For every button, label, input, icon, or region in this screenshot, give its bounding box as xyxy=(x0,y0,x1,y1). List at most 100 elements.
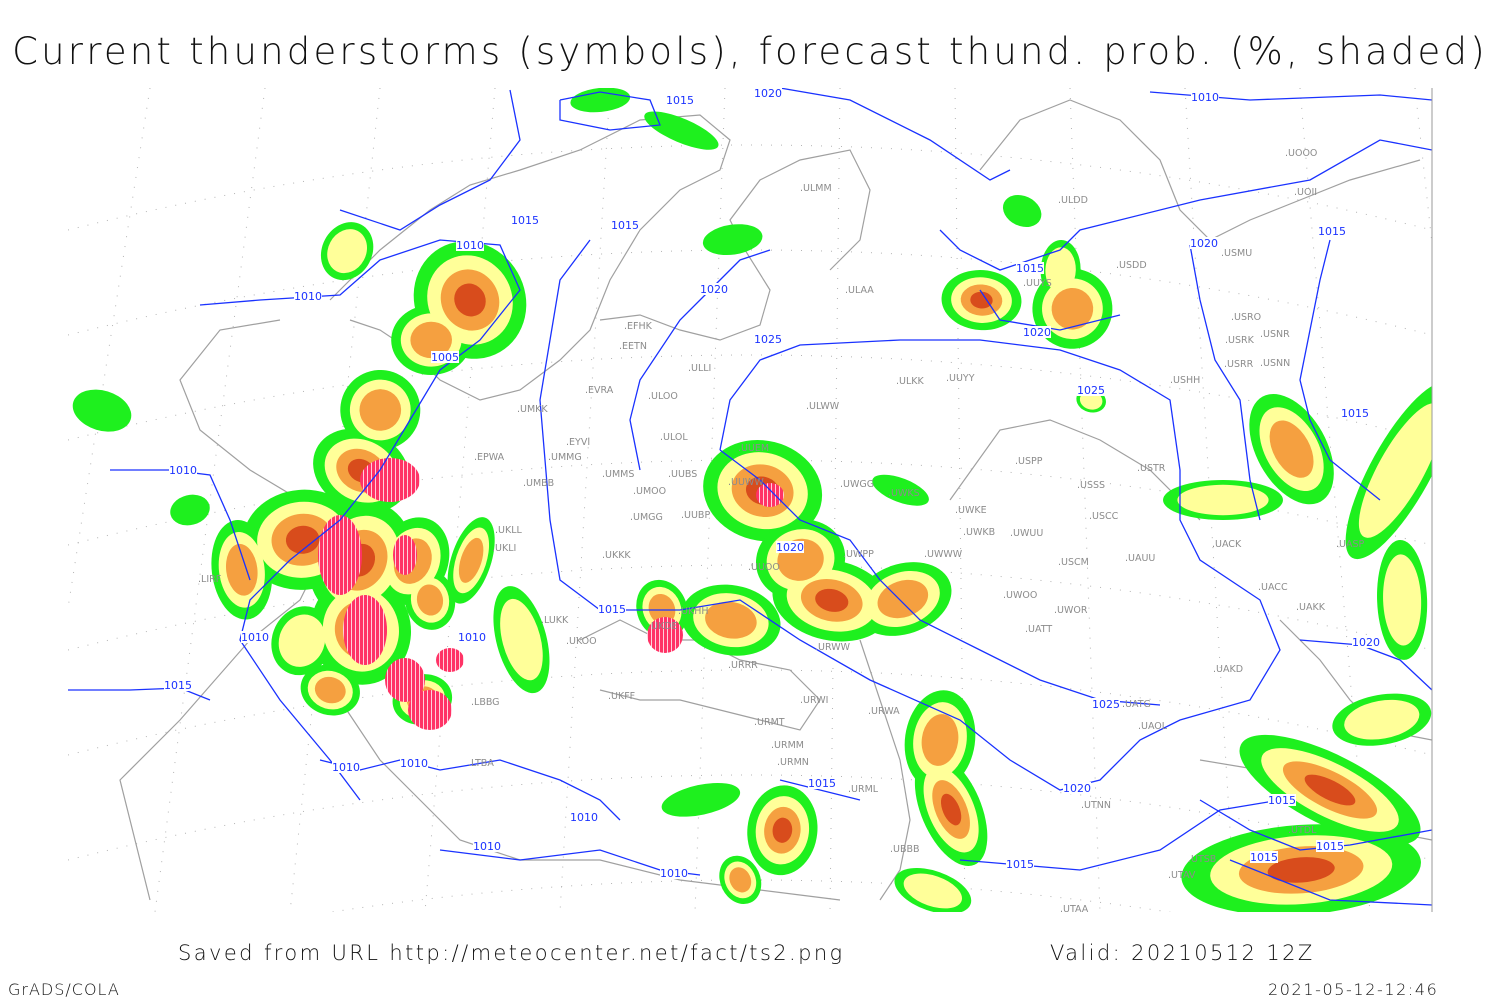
generated-timestamp: 2021-05-12-12:46 xyxy=(1268,980,1439,999)
station-label: .UMOO xyxy=(633,486,666,497)
isobar-label-bg xyxy=(1191,91,1219,103)
isobar-label: 1015 xyxy=(1268,794,1296,807)
isobar-label-bg xyxy=(1352,636,1380,648)
station-label: .UAKK xyxy=(1296,602,1326,613)
isobar-line xyxy=(629,249,771,471)
station-label: .LUKK xyxy=(541,615,569,626)
thunderstorm-symbol xyxy=(756,483,784,507)
thunderstorm-symbol xyxy=(385,658,425,702)
parallel-line xyxy=(68,354,1432,441)
station-label: .UKLL xyxy=(495,525,522,536)
prob-max-area xyxy=(285,525,320,554)
prob-low-area xyxy=(644,111,719,150)
isobar-label-bg xyxy=(666,94,694,106)
station-label: .UOII xyxy=(1294,187,1317,198)
isobar-label: 1010 xyxy=(473,840,501,853)
isobar-label-bg xyxy=(1077,384,1105,396)
station-label: .UWWW xyxy=(924,549,963,560)
prob-low-area xyxy=(1002,195,1042,228)
station-label: .UAKD xyxy=(1213,664,1243,675)
station-label: .USRO xyxy=(1231,312,1261,323)
prob-low-area xyxy=(661,782,741,817)
isobar-line xyxy=(1189,244,1261,521)
station-label: .UMGG xyxy=(630,512,663,523)
station-label: .URMT xyxy=(754,717,785,728)
isobar-label-bg xyxy=(456,239,484,251)
prob-high-area xyxy=(416,584,444,616)
station-label: .URWI xyxy=(800,695,828,706)
prob-low-area xyxy=(72,389,132,432)
isobar-label-bg xyxy=(1063,782,1091,794)
map-title: Current thunderstorms (symbols), forecas… xyxy=(12,30,1488,73)
isobar-label: 1015 xyxy=(1318,225,1346,238)
source-url-text: Saved from URL http://meteocenter.net/fa… xyxy=(178,941,845,965)
station-label: .URMM xyxy=(771,740,804,751)
prob-mid-area xyxy=(1045,247,1076,293)
isobar-label: 1020 xyxy=(754,87,782,100)
isobar-label-bg xyxy=(570,811,598,823)
meridian-line xyxy=(559,88,611,912)
station-label: .UUEM xyxy=(738,443,769,454)
prob-max-area xyxy=(1267,857,1335,883)
parallel-line xyxy=(68,144,1432,231)
station-label: .UAOL xyxy=(1138,721,1168,732)
isobar-label-bg xyxy=(1316,840,1344,852)
isobar-line xyxy=(779,88,1011,181)
isobar-label-bg xyxy=(808,777,836,789)
isobar-label-bg xyxy=(1016,262,1044,274)
station-label: .LTBA xyxy=(468,758,494,769)
meridian-line xyxy=(424,88,496,912)
station-label: .UMMG xyxy=(548,452,582,463)
station-label: .UWKS xyxy=(888,488,920,499)
isobar-line xyxy=(979,289,1121,331)
station-label: .USHH xyxy=(1170,375,1200,386)
station-label: .UASP xyxy=(1336,539,1365,550)
isobar-label: 1025 xyxy=(754,333,782,346)
prob-max-area xyxy=(815,588,849,612)
isobar-line xyxy=(1229,859,1432,906)
thunderstorm-symbol xyxy=(343,595,387,665)
station-label: .UATG xyxy=(1122,699,1151,710)
station-label: .URWW xyxy=(815,642,851,653)
station-label: .ULMM xyxy=(800,183,832,194)
isobar-label-bg xyxy=(1023,326,1051,338)
station-label: .USCM xyxy=(1058,557,1089,568)
prob-low-area xyxy=(702,224,763,256)
prob-max-area xyxy=(1304,774,1356,806)
isobar-label: 1015 xyxy=(1006,858,1034,871)
thunderstorm-symbol xyxy=(318,515,362,595)
station-label: .USRR xyxy=(1224,359,1254,370)
station-label: .URML xyxy=(848,784,879,795)
prob-high-area xyxy=(1051,287,1094,330)
isobar-label: 1010 xyxy=(332,761,360,774)
station-label: .UKFF xyxy=(608,691,635,702)
station-label: .UACC xyxy=(1258,582,1288,593)
prob-mid-area xyxy=(903,873,963,909)
prob-high-area xyxy=(705,601,757,639)
isobar-label: 1010 xyxy=(169,464,197,477)
station-label: .UAUU xyxy=(1125,553,1155,564)
isobar-label-bg xyxy=(700,283,728,295)
station-label: .EVRA xyxy=(585,385,614,396)
isobar-line xyxy=(1299,639,1432,691)
isobar-label: 1015 xyxy=(808,777,836,790)
isobar-label-bg xyxy=(754,88,782,99)
isobar-line xyxy=(110,469,251,581)
station-label: .ULOL xyxy=(660,432,688,443)
station-label: .LIRF xyxy=(198,574,221,585)
isobar-label-bg xyxy=(1092,698,1120,710)
station-label: .UACK xyxy=(1212,539,1242,550)
station-label: .ULWW xyxy=(806,401,840,412)
station-label: .LBBG xyxy=(471,697,500,708)
thunderstorm-symbol xyxy=(360,458,420,502)
isobar-label-bg xyxy=(754,333,782,345)
station-label: .EFHK xyxy=(624,321,653,332)
isobar-label-bg xyxy=(1268,794,1296,806)
station-label: .UUBP xyxy=(681,510,710,521)
isobar-label: 1020 xyxy=(776,541,804,554)
station-label: .UUOO xyxy=(748,562,780,573)
station-label: .UTNN xyxy=(1081,800,1111,811)
prob-max-area xyxy=(940,793,962,826)
prob-high-area xyxy=(729,867,752,893)
